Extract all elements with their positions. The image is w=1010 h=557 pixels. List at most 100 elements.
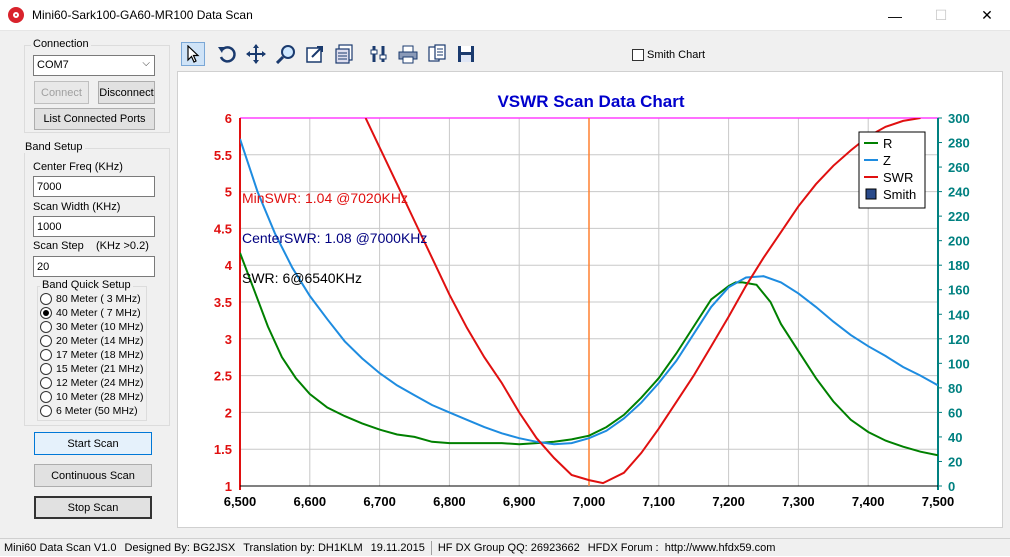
window-title: Mini60-Sark100-GA60-MR100 Data Scan [32,8,253,22]
y-left-tick-label: 6 [225,111,232,126]
stop-scan-button[interactable]: Stop Scan [34,496,152,519]
x-tick-label: 7,500 [922,494,955,509]
data-icon[interactable] [332,42,356,66]
copy-icon[interactable] [425,42,449,66]
y-left-tick-label: 4.5 [214,221,232,236]
y-right-tick-label: 240 [948,185,970,200]
band-quick-setup-label: Band Quick Setup [40,279,133,291]
min-swr-annotation: MinSWR: 1.04 @7020KHz [242,190,408,206]
band-option[interactable]: 17 Meter (18 MHz) [40,348,144,362]
center-swr-annotation: CenterSWR: 1.08 @7000KHz [242,230,427,246]
continuous-scan-button[interactable]: Continuous Scan [34,464,152,487]
y-left-tick-label: 1.5 [214,442,232,457]
radio-button[interactable] [40,391,52,403]
legend-swatch [865,188,877,200]
settings-icon[interactable] [367,42,391,66]
status-version: Mini60 Data Scan V1.0 [4,541,117,554]
y-right-tick-label: 20 [948,454,962,469]
main-area: Smith Chart 6,500 6,600 6,700 6,800 6,900 7,0… [177,31,1010,538]
y-left-tick-label: 4 [225,258,233,273]
y-right-tick-label: 60 [948,405,962,420]
status-designed: Designed By: BG2JSX [124,541,236,554]
center-freq-input[interactable] [33,176,155,197]
export-icon[interactable] [303,42,327,66]
zoom-icon[interactable] [274,42,298,66]
print-icon[interactable] [396,42,420,66]
y-left-tick-label: 1 [225,479,232,494]
undo-icon[interactable] [215,42,239,66]
radio-button[interactable] [40,377,52,389]
series-line-z [240,138,938,446]
y-right-tick-label: 200 [948,234,970,249]
band-option[interactable]: 10 Meter (28 MHz) [40,390,144,404]
y-right-tick-label: 80 [948,381,962,396]
legend-label: SWR [883,170,913,185]
band-option-label: 15 Meter (21 MHz) [56,363,144,375]
band-option[interactable]: 12 Meter (24 MHz) [40,376,144,390]
status-forum: HFDX Forum : http://www.hfdx59.com [587,541,776,554]
band-option[interactable]: 6 Meter (50 MHz) [40,404,138,418]
y-left-tick-label: 2 [225,405,232,420]
radio-button[interactable] [40,363,52,375]
scan-width-input[interactable] [33,216,155,237]
legend-label: R [883,136,892,151]
pan-icon[interactable] [244,42,268,66]
smith-chart-checkbox[interactable]: Smith Chart [632,49,705,61]
y-right-tick-label: 260 [948,160,970,175]
radio-button[interactable] [40,321,52,333]
chart-toolbar: Smith Chart [177,39,1003,69]
radio-button[interactable] [40,405,52,417]
com-port-select[interactable]: COM7 ⌵ [33,55,155,76]
status-date: 19.11.2015 [370,541,425,554]
scan-step-hint: (KHz >0.2) [96,240,149,252]
band-option[interactable]: 15 Meter (21 MHz) [40,362,144,376]
list-ports-button[interactable]: List Connected Ports [34,108,155,130]
save-icon[interactable] [454,42,478,66]
y-right-tick-label: 180 [948,258,970,273]
band-option[interactable]: 30 Meter (10 MHz) [40,320,144,334]
status-separator [430,540,432,555]
chart-panel[interactable]: 6,500 6,600 6,700 6,800 6,900 7,000 7,100 7,200… [177,71,1003,528]
y-right-tick-label: 120 [948,332,970,347]
scan-step-input[interactable] [33,256,155,277]
x-tick-label: 7,000 [573,494,606,509]
vswr-chart[interactable]: 6,500 6,600 6,700 6,800 6,900 7,000 7,100 7,200… [178,72,1004,529]
band-option[interactable]: 80 Meter ( 3 MHz) [40,292,141,306]
radio-button[interactable] [40,293,52,305]
y-right-tick-label: 300 [948,111,970,126]
band-option-label: 20 Meter (14 MHz) [56,335,144,347]
pointer-icon[interactable] [181,42,205,66]
x-tick-label: 6,800 [433,494,466,509]
y-left-tick-label: 3 [225,332,232,347]
y-left-tick-label: 5 [225,185,232,200]
disconnect-button[interactable]: Disconnect [98,81,155,104]
y-right-tick-label: 220 [948,209,970,224]
x-tick-label: 6,600 [294,494,327,509]
status-bar: Mini60 Data Scan V1.0 Designed By: BG2JS… [0,538,1010,556]
com-port-value: COM7 [37,59,69,71]
swr-annotation: SWR: 6@6540KHz [242,270,362,286]
band-quick-setup-group: Band Quick Setup [37,279,147,421]
band-option-label: 10 Meter (28 MHz) [56,391,144,403]
start-scan-button[interactable]: Start Scan [34,432,152,455]
x-tick-label: 6,900 [503,494,536,509]
checkbox-box[interactable] [632,49,644,61]
status-group: HF DX Group QQ: 26923662 [437,541,580,554]
band-option-label: 6 Meter (50 MHz) [56,405,138,417]
minimize-button[interactable]: — [888,7,902,24]
band-setup-group: Band Setup Center Freq (KHz) Scan Width … [23,141,170,426]
radio-button[interactable] [40,349,52,361]
radio-button[interactable] [40,307,52,319]
band-option[interactable]: 40 Meter ( 7 MHz) [40,306,141,320]
maximize-button[interactable]: ☐ [934,7,948,23]
band-option[interactable]: 20 Meter (14 MHz) [40,334,144,348]
band-option-label: 30 Meter (10 MHz) [56,321,144,333]
radio-button[interactable] [40,335,52,347]
connect-button[interactable]: Connect [34,81,89,104]
y-left-tick-label: 5.5 [214,148,232,163]
x-tick-label: 6,500 [224,494,257,509]
close-button[interactable]: ✕ [981,7,993,23]
y-right-tick-label: 160 [948,283,970,298]
band-option-label: 40 Meter ( 7 MHz) [56,307,141,319]
band-option-label: 80 Meter ( 3 MHz) [56,293,141,305]
